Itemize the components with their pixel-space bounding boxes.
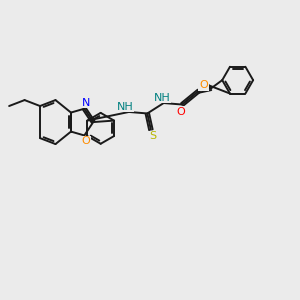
Text: NH: NH: [117, 102, 134, 112]
Text: O: O: [81, 136, 90, 146]
Text: N: N: [82, 98, 90, 108]
Text: S: S: [149, 131, 156, 141]
Text: NH: NH: [154, 93, 171, 103]
Text: O: O: [176, 107, 185, 117]
Text: O: O: [199, 80, 208, 90]
